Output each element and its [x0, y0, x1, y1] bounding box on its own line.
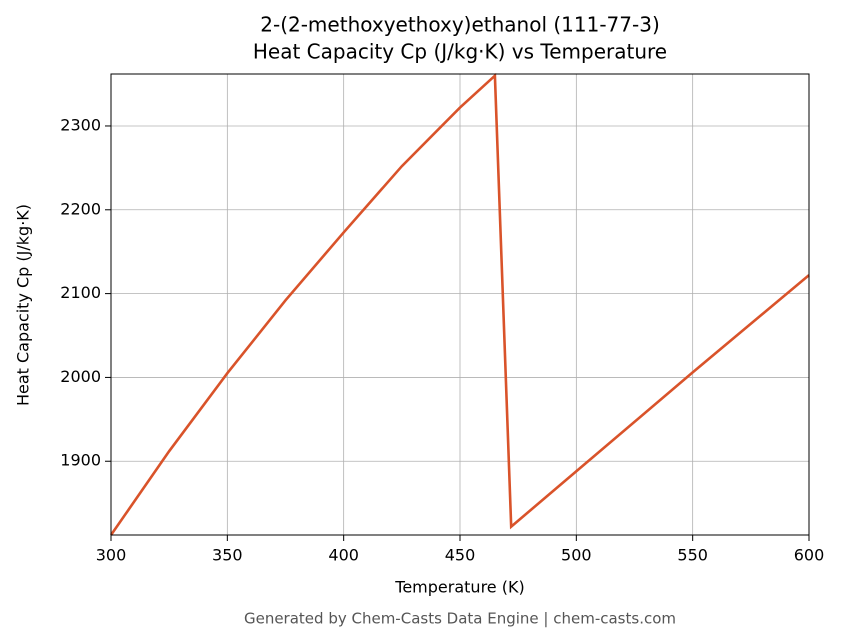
footer: Generated by Chem-Casts Data Engine | ch… — [244, 610, 676, 628]
y-tick-label: 2100 — [60, 283, 101, 302]
x-tick-label: 500 — [561, 546, 592, 565]
x-tick-label: 600 — [794, 546, 825, 565]
x-tick-label: 550 — [677, 546, 708, 565]
x-axis-label: Temperature (K) — [394, 578, 524, 597]
plot-frame — [110, 73, 810, 536]
y-tick-label: 1900 — [60, 451, 101, 470]
y-axis-label: Heat Capacity Cp (J/kg·K) — [14, 204, 33, 406]
y-tick-label: 2000 — [60, 367, 101, 386]
x-tick-label: 300 — [96, 546, 127, 565]
y-tick-label: 2300 — [60, 115, 101, 134]
x-tick-label: 450 — [445, 546, 476, 565]
y-tick-label: 2200 — [60, 199, 101, 218]
chart-title: 2-(2-methoxyethoxy)ethanol (111-77-3) — [260, 13, 660, 37]
x-tick-label: 400 — [328, 546, 359, 565]
data-line — [109, 72, 810, 536]
x-tick-label: 350 — [212, 546, 243, 565]
chart-title: Heat Capacity Cp (J/kg·K) vs Temperature — [253, 40, 667, 64]
